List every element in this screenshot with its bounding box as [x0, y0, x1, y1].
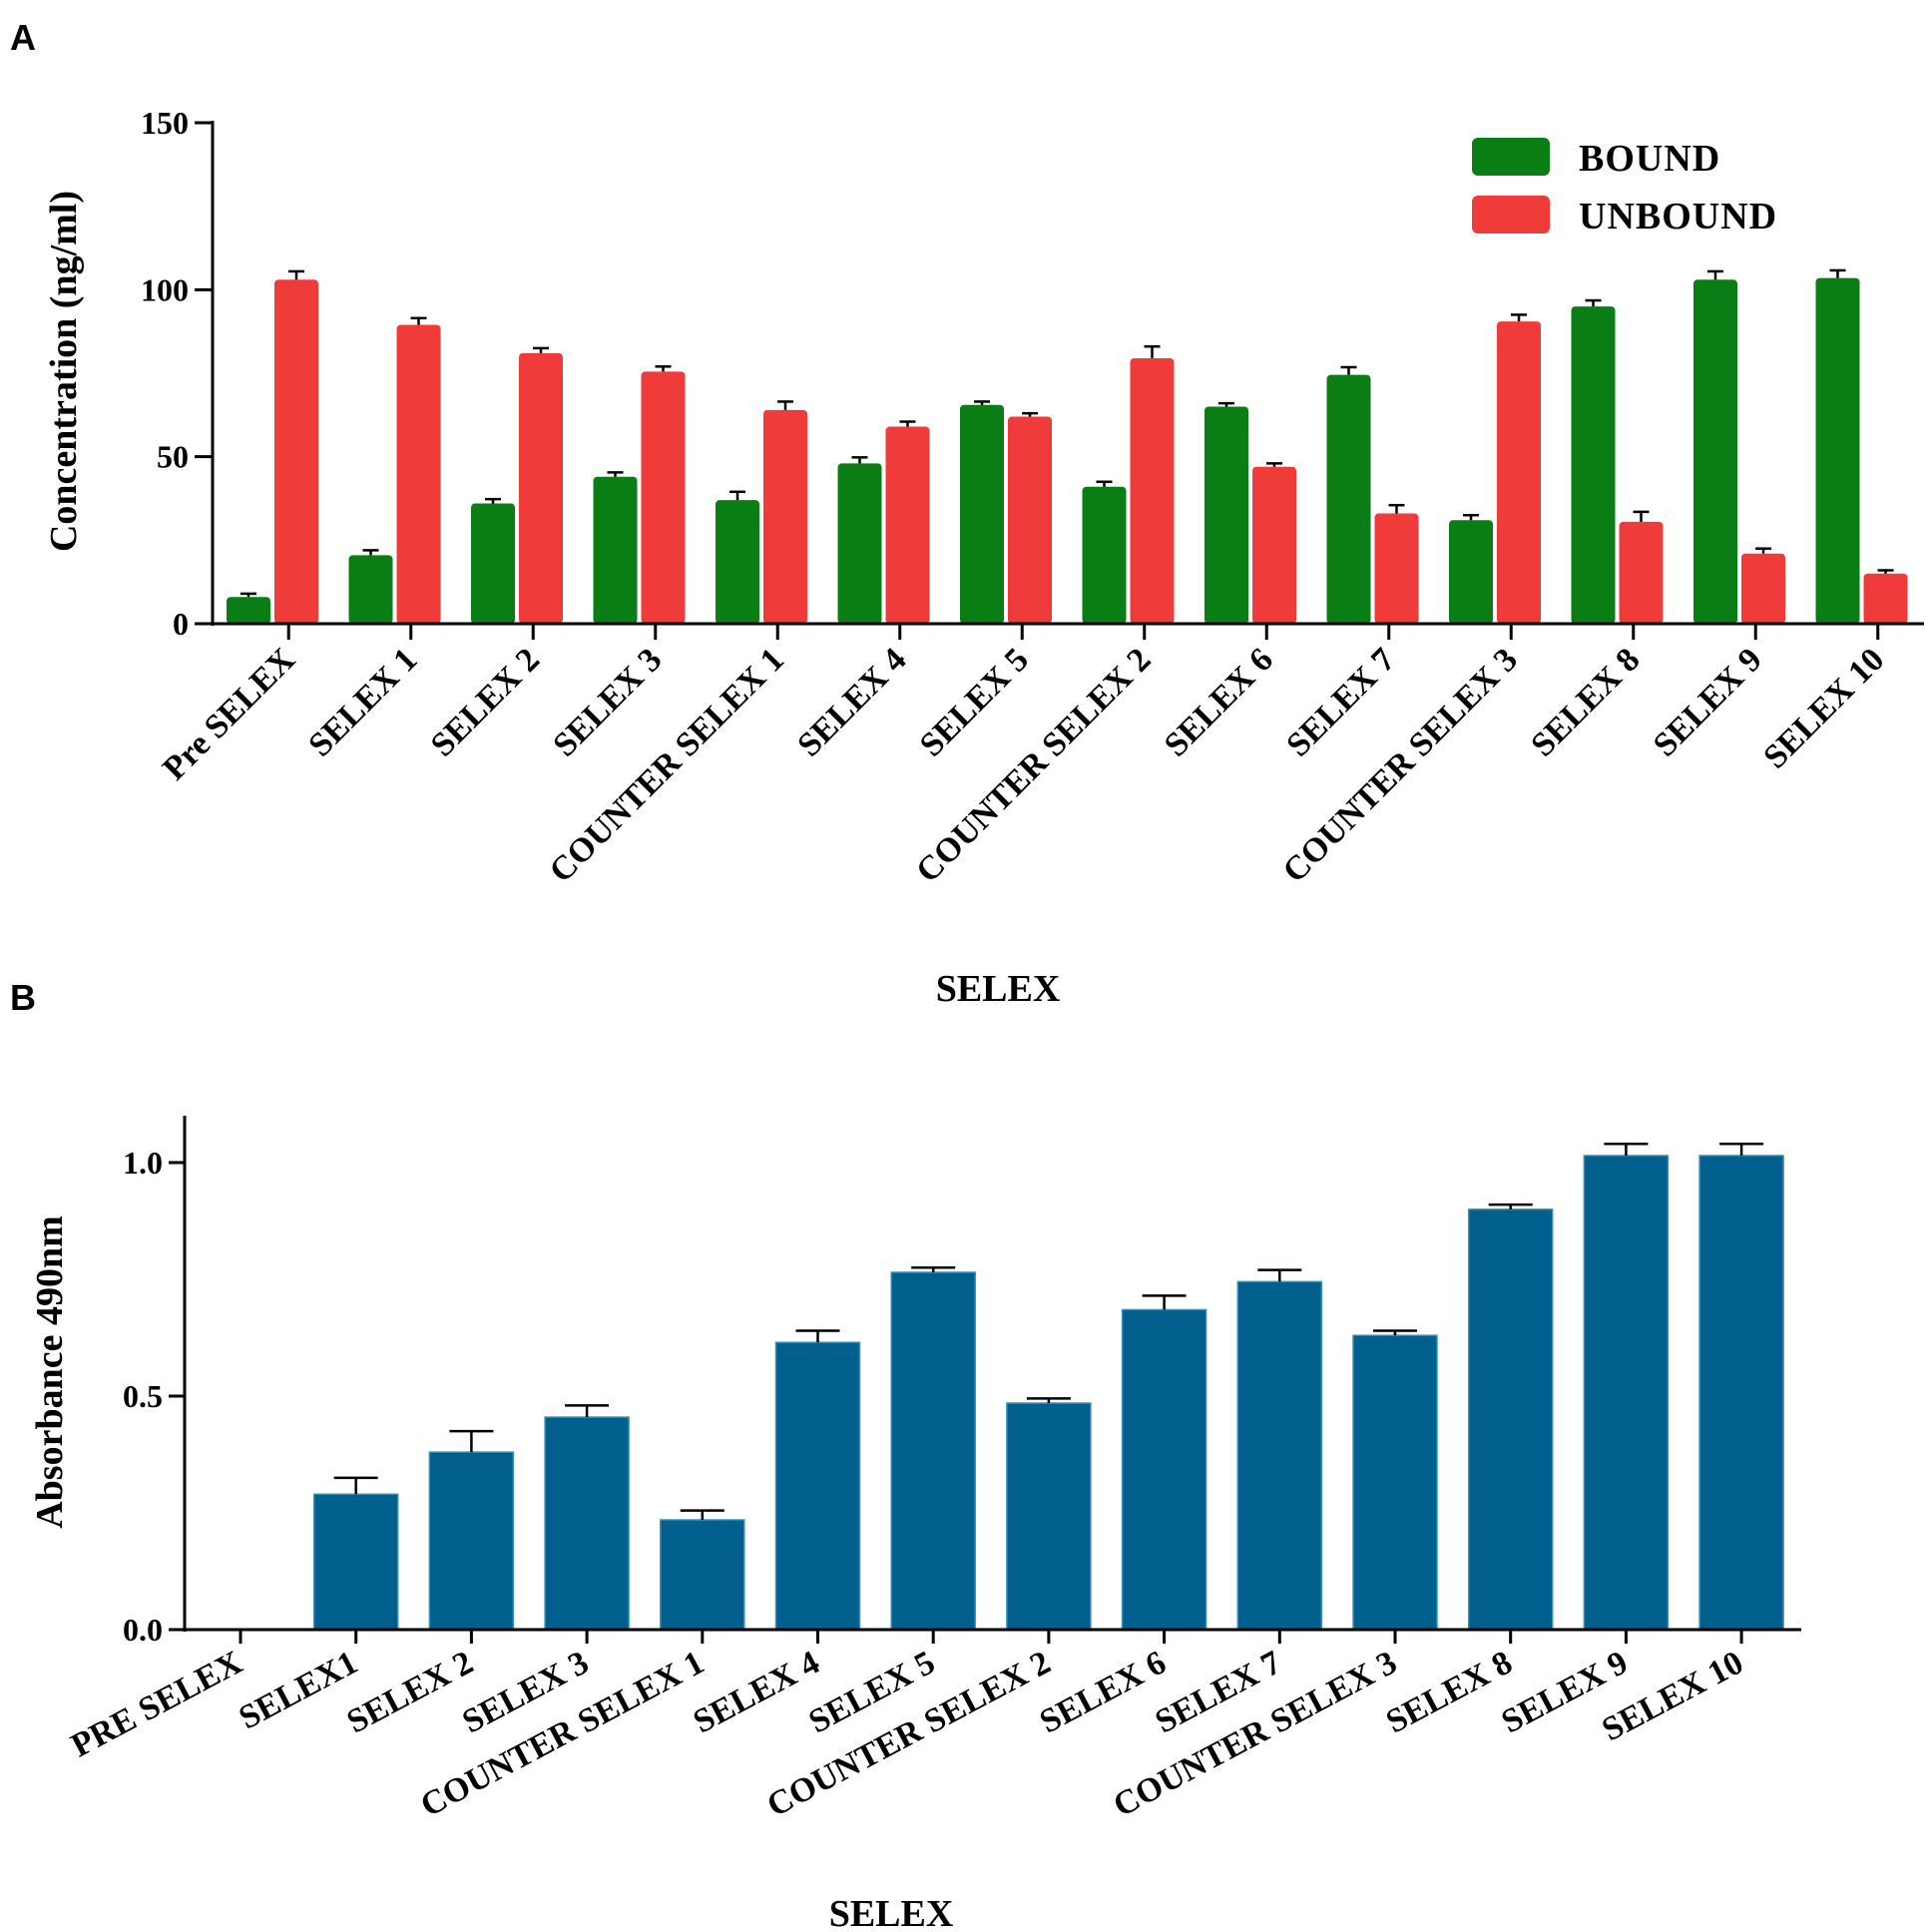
bar-bound-11	[1449, 520, 1493, 624]
bar-absorbance-12	[1467, 1208, 1554, 1631]
bar-bound-6	[837, 463, 882, 624]
bar-absorbance-6	[774, 1341, 861, 1631]
x-tick-label: SELEX 1	[301, 641, 424, 763]
bar-unbound-3	[519, 352, 563, 624]
bar-bound-3	[471, 503, 515, 624]
bar-bound-8	[1082, 486, 1127, 624]
x-tick-label: SELEX 10	[1756, 641, 1891, 775]
bar-unbound-5	[763, 409, 807, 624]
x-tick-label: SELEX 2	[424, 641, 547, 763]
x-tick-label: SELEX 6	[1034, 1644, 1172, 1740]
bar-bound-10	[1326, 374, 1371, 624]
bar-absorbance-14	[1698, 1155, 1784, 1631]
y-tick-label: 100	[141, 271, 189, 307]
x-tick-label: PRE SELEX	[65, 1644, 248, 1764]
y-tick-label: 0	[173, 606, 189, 642]
bar-absorbance-8	[1006, 1402, 1092, 1631]
bar-bound-13	[1693, 279, 1737, 624]
bar-unbound-10	[1374, 513, 1419, 624]
panel-a-axes: 0 50 100 150	[141, 105, 1924, 642]
x-tick-label: COUNTER SELEX 2	[909, 641, 1158, 889]
panel-b-label: B	[10, 977, 36, 1018]
y-tick-label: 1.0	[123, 1145, 163, 1181]
bar-absorbance-2	[312, 1493, 399, 1631]
bar-unbound-2	[396, 324, 441, 624]
legend-swatch-bound	[1472, 138, 1550, 176]
bar-absorbance-5	[660, 1519, 745, 1631]
bar-bound-5	[716, 500, 759, 624]
panel-a-bars	[227, 268, 1908, 624]
bar-unbound-14	[1863, 573, 1908, 624]
x-tick-label: SELEX 8	[1524, 641, 1647, 763]
x-tick-label: SELEX 5	[913, 641, 1036, 763]
x-tick-label: Pre SELEX	[156, 641, 302, 787]
panel-b-y-axis-title: Absorbance 490nm	[29, 1215, 71, 1529]
bar-absorbance-9	[1121, 1308, 1207, 1631]
bar-unbound-9	[1252, 466, 1296, 624]
x-tick-label: SELEX 8	[1380, 1644, 1518, 1740]
panel-a-y-axis-title: Concentration (ng/ml)	[43, 191, 85, 552]
x-tick-label: SELEX 6	[1158, 641, 1280, 763]
bar-bound-1	[227, 597, 270, 624]
y-tick-label: 0.5	[123, 1378, 163, 1414]
panel-a-x-axis-title: SELEX	[936, 968, 1061, 1010]
bar-unbound-8	[1130, 357, 1175, 624]
panel-b-axes: 0.0 0.5 1.0	[123, 1116, 1801, 1648]
x-tick-label: SELEX 4	[790, 641, 913, 763]
bar-bound-7	[960, 404, 1004, 624]
bar-absorbance-10	[1236, 1280, 1323, 1631]
x-tick-label: COUNTER SELEX 1	[543, 641, 791, 889]
bar-unbound-6	[885, 426, 930, 624]
panel-b-bars	[312, 1143, 1784, 1631]
bar-unbound-4	[641, 371, 686, 624]
x-tick-label: SELEX 9	[1647, 641, 1769, 763]
bar-bound-4	[593, 476, 638, 624]
x-tick-label: SELEX 4	[688, 1644, 825, 1740]
x-tick-label: SELEX1	[234, 1644, 364, 1736]
x-tick-label: SELEX 3	[546, 641, 669, 763]
bar-absorbance-3	[428, 1451, 515, 1631]
bar-bound-12	[1571, 306, 1616, 624]
bar-unbound-7	[1008, 416, 1052, 624]
y-tick-label: 50	[157, 439, 189, 475]
legend-label-unbound: UNBOUND	[1579, 196, 1777, 238]
panel-a-legend: BOUND UNBOUND	[1472, 138, 1777, 238]
bar-absorbance-13	[1583, 1155, 1670, 1631]
y-tick-label: 0.0	[123, 1612, 163, 1648]
bar-absorbance-4	[544, 1416, 630, 1631]
bar-unbound-1	[274, 279, 318, 624]
bar-absorbance-11	[1352, 1334, 1438, 1631]
bar-bound-2	[348, 555, 393, 624]
x-tick-label: SELEX 2	[341, 1644, 479, 1740]
bar-absorbance-7	[890, 1271, 976, 1631]
legend-swatch-unbound	[1472, 196, 1550, 234]
bar-unbound-11	[1497, 321, 1541, 624]
panel-b-x-axis-title: SELEX	[829, 1893, 954, 1932]
panel-a-label: A	[10, 17, 36, 58]
legend-label-bound: BOUND	[1579, 138, 1720, 180]
bar-unbound-12	[1619, 521, 1664, 624]
x-tick-label: SELEX 7	[1279, 641, 1402, 763]
x-tick-label: COUNTER SELEX 3	[1276, 641, 1525, 889]
bar-bound-14	[1815, 277, 1860, 624]
bar-bound-9	[1205, 406, 1248, 624]
bar-unbound-13	[1741, 553, 1785, 624]
y-tick-label: 150	[141, 105, 189, 141]
